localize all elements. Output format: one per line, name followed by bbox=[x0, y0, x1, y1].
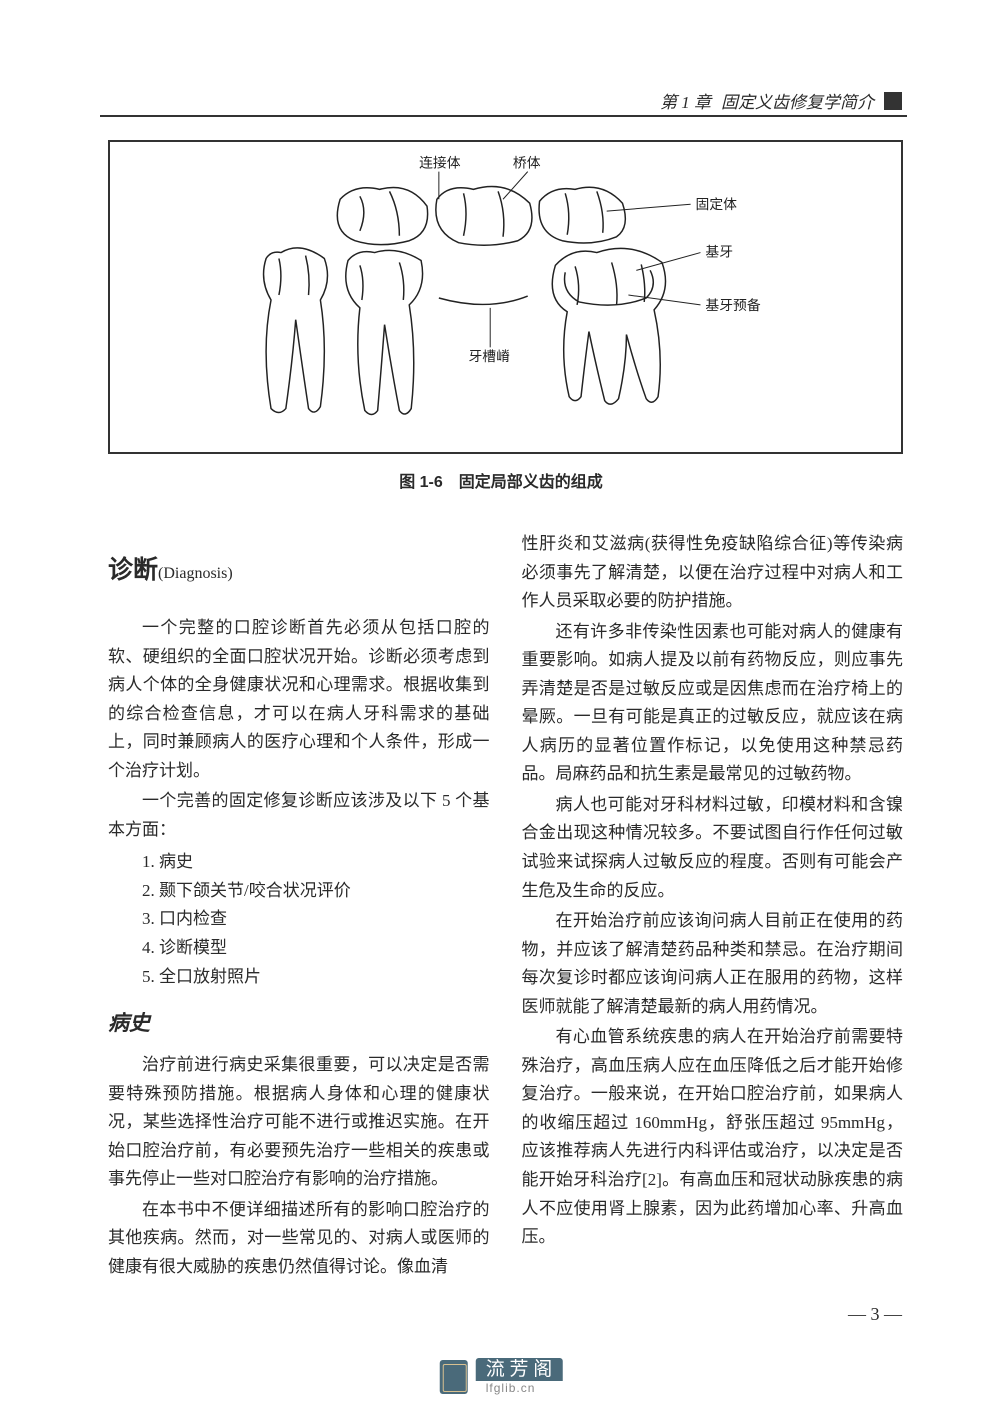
diagnosis-p2: 一个完善的固定修复诊断应该涉及以下 5 个基本方面： bbox=[108, 787, 490, 844]
diagnosis-list: 1. 病史 2. 颞下颌关节/咬合状况评价 3. 口内检查 4. 诊断模型 5.… bbox=[108, 848, 490, 991]
list-item: 3. 口内检查 bbox=[108, 905, 490, 934]
label-pontic: 桥体 bbox=[513, 156, 541, 171]
list-item: 4. 诊断模型 bbox=[108, 934, 490, 963]
label-ridge: 牙槽嵴 bbox=[468, 349, 510, 364]
header-rule bbox=[100, 115, 907, 117]
subheading-history: 病史 bbox=[108, 1007, 490, 1037]
watermark-en: lfglib.cn bbox=[476, 1381, 563, 1395]
col2-p2: 还有许多非传染性因素也可能对病人的健康有重要影响。如病人提及以前有药物反应，则应… bbox=[522, 618, 904, 789]
column-left: 诊断(Diagnosis) 一个完整的口腔诊断首先必须从包括口腔的软、硬组织的全… bbox=[108, 530, 490, 1283]
col2-p1: 性肝炎和艾滋病(获得性免疫缺陷综合征)等传染病必须事先了解清楚，以便在治疗过程中… bbox=[522, 530, 904, 616]
text-content: 诊断(Diagnosis) 一个完整的口腔诊断首先必须从包括口腔的软、硬组织的全… bbox=[108, 530, 903, 1283]
watermark-logo-icon bbox=[440, 1360, 468, 1394]
history-p1: 治疗前进行病史采集很重要，可以决定是否需要特殊预防措施。根据病人身体和心理的健康… bbox=[108, 1051, 490, 1194]
col2-p3: 病人也可能对牙科材料过敏，印模材料和含镍合金出现这种情况较多。不要试图自行作任何… bbox=[522, 791, 904, 905]
page-number: — 3 — bbox=[848, 1304, 902, 1325]
watermark: 流 芳 阁 lfglib.cn bbox=[440, 1358, 563, 1395]
figure-caption: 图 1-6 固定局部义齿的组成 bbox=[0, 468, 1002, 492]
title-cn: 诊断 bbox=[108, 557, 158, 584]
watermark-cn: 流 芳 阁 bbox=[476, 1358, 563, 1381]
diagnosis-p1: 一个完整的口腔诊断首先必须从包括口腔的软、硬组织的全面口腔状况开始。诊断必须考虑… bbox=[108, 614, 490, 785]
label-abutment: 基牙 bbox=[705, 244, 733, 260]
label-abutment-prep: 基牙预备 bbox=[705, 297, 760, 313]
page-running-header: 第 1 章 固定义齿修复学简介 bbox=[660, 88, 902, 113]
list-item: 2. 颞下颌关节/咬合状况评价 bbox=[108, 877, 490, 906]
header-marker-icon bbox=[884, 92, 902, 110]
label-connector: 连接体 bbox=[419, 155, 461, 171]
col2-p5: 有心血管系统疾患的病人在开始治疗前需要特殊治疗，高血压病人应在血压降低之后才能开… bbox=[522, 1023, 904, 1251]
list-item: 5. 全口放射照片 bbox=[108, 963, 490, 992]
chapter-title: 固定义齿修复学简介 bbox=[721, 88, 874, 113]
watermark-text: 流 芳 阁 lfglib.cn bbox=[476, 1358, 563, 1395]
history-p2: 在本书中不便详细描述所有的影响口腔治疗的其他疾病。然而，对一些常见的、对病人或医… bbox=[108, 1196, 490, 1282]
dental-bridge-diagram: 连接体 桥体 固定体 基牙 基牙预备 牙槽嵴 bbox=[110, 142, 901, 452]
list-item: 1. 病史 bbox=[108, 848, 490, 877]
section-title-diagnosis: 诊断(Diagnosis) bbox=[108, 550, 490, 586]
label-retainer: 固定体 bbox=[696, 197, 738, 212]
col2-p4: 在开始治疗前应该询问病人目前正在使用的药物，并应该了解清楚药品种类和禁忌。在治疗… bbox=[522, 907, 904, 1021]
figure-1-6: 连接体 桥体 固定体 基牙 基牙预备 牙槽嵴 bbox=[108, 140, 903, 454]
title-en: (Diagnosis) bbox=[158, 565, 233, 582]
chapter-number: 第 1 章 bbox=[660, 88, 711, 113]
column-right: 性肝炎和艾滋病(获得性免疫缺陷综合征)等传染病必须事先了解清楚，以便在治疗过程中… bbox=[522, 530, 904, 1283]
